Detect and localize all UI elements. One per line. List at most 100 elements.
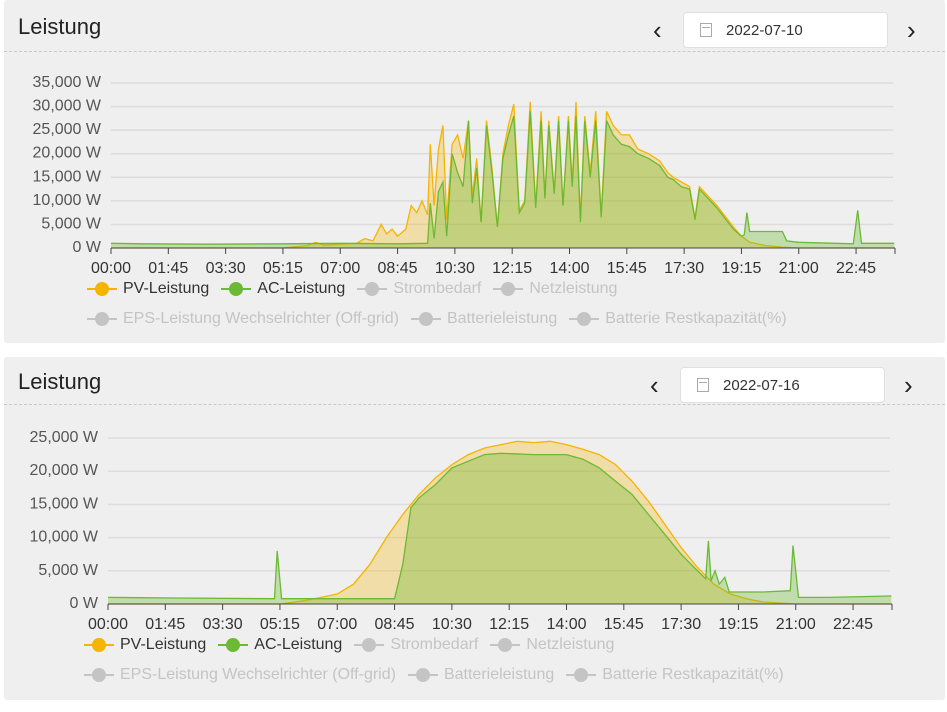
legend-label: Netzleistung [526,636,615,653]
legend-label: EPS-Leistung Wechselrichter (Off-grid) [120,666,396,683]
date-value: 2022-07-10 [726,22,803,39]
y-tick-label: 15,000 W [33,168,102,185]
legend-item[interactable]: Strombedarf [354,636,478,654]
power-chart: 0 W 5,000 W 10,000 W 15,000 W 20,000 W 25,000… [30,429,893,633]
legend-item[interactable]: Batterie Restkapazität(%) [566,666,784,684]
legend-marker-icon [84,637,114,652]
chevron-left-icon[interactable]: ‹ [650,370,659,400]
x-tick-label: 01:45 [145,616,185,633]
legend-item[interactable]: Batterieleistung [410,310,558,328]
series-area-ac [108,453,892,604]
series-area-pv [108,441,892,604]
x-tick-label: 08:45 [375,616,415,633]
legend-label: EPS-Leistung Wechselrichter (Off-grid) [123,310,399,327]
x-tick-label: 21:00 [779,260,819,277]
y-tick-label: 25,000 W [33,121,102,138]
x-tick-label: 10:30 [432,616,472,633]
chevron-right-icon[interactable]: › [904,370,913,400]
legend-item[interactable]: AC-Leistung [221,280,345,298]
x-tick-label: 14:00 [549,260,589,277]
y-tick-label: 10,000 W [33,192,102,209]
legend-item[interactable]: EPS-Leistung Wechselrichter (Off-grid) [87,310,399,328]
panel-title: Leistung [18,369,102,394]
legend-label: PV-Leistung [123,280,210,297]
legend-label: Batterie Restkapazität(%) [602,666,784,683]
legend-marker-icon [84,667,114,682]
y-tick-label: 0 W [73,239,102,256]
x-tick-label: 05:15 [260,616,300,633]
legend-item[interactable]: Netzleistung [490,636,614,654]
chevron-right-icon[interactable]: › [907,15,916,45]
legend-item[interactable]: PV-Leistung [84,636,206,654]
y-tick-label: 20,000 W [30,462,99,479]
legend-marker-icon [490,637,521,652]
divider [4,404,945,405]
x-tick-label: 15:45 [604,616,644,633]
legend-label: AC-Leistung [254,636,343,653]
series-area-pv [111,101,895,249]
x-tick-label: 22:45 [836,260,876,277]
panel-1: Leistung ‹ 2022-07-10 › 0 W 5,000 W 10,000 W 15… [4,0,945,343]
legend-item[interactable]: AC-Leistung [218,636,342,654]
legend-marker-icon [218,637,249,652]
legend-marker-icon [354,637,385,652]
legend: EPS-Leistung Wechselrichter (Off-grid) Ba… [87,310,799,328]
legend-marker-icon [221,281,252,296]
y-tick-label: 15,000 W [30,495,99,512]
legend-item[interactable]: Netzleistung [493,280,617,298]
legend-label: Strombedarf [393,280,482,297]
series-area-ac [111,111,895,248]
legend-marker-icon [566,667,597,682]
x-tick-label: 01:45 [148,260,188,277]
x-tick-label: 03:30 [203,616,243,633]
x-tick-label: 14:00 [546,616,586,633]
panel-2: Leistung ‹ 2022-07-16 › 0 W 5,000 W 10,000 W 15… [4,357,945,700]
x-tick-label: 00:00 [91,260,131,277]
x-tick-label: 08:45 [378,260,418,277]
x-tick-label: 12:15 [492,260,532,277]
legend-item[interactable]: PV-Leistung [87,280,209,298]
y-tick-label: 25,000 W [30,429,99,446]
legend-label: Batterieleistung [443,666,555,683]
legend-marker-icon [493,281,524,296]
date-picker[interactable]: 2022-07-16 [680,367,885,403]
y-tick-label: 10,000 W [30,529,99,546]
legend-label: Batterie Restkapazität(%) [605,310,787,327]
x-tick-label: 22:45 [833,616,873,633]
legend-label: Strombedarf [390,636,479,653]
legend-marker-icon [357,281,388,296]
legend-marker-icon [407,667,438,682]
legend-marker-icon [569,311,600,326]
y-tick-label: 0 W [70,595,99,612]
y-tick-label: 5,000 W [41,215,101,232]
legend-label: AC-Leistung [257,280,346,297]
x-tick-label: 05:15 [263,260,303,277]
chevron-left-icon[interactable]: ‹ [653,15,662,45]
x-tick-label: 15:45 [607,260,647,277]
legend: EPS-Leistung Wechselrichter (Off-grid) Ba… [84,666,796,684]
power-chart: 0 W 5,000 W 10,000 W 15,000 W 20,000 W 25,000… [33,74,896,277]
legend-label: Batterieleistung [446,310,558,327]
y-tick-label: 30,000 W [33,98,102,115]
legend-label: PV-Leistung [120,636,207,653]
x-tick-label: 19:15 [718,616,758,633]
x-tick-label: 21:00 [776,616,816,633]
y-tick-label: 35,000 W [33,74,102,91]
y-tick-label: 5,000 W [38,562,98,579]
legend-label: Netzleistung [529,280,618,297]
legend-item[interactable]: Batterieleistung [407,666,555,684]
x-tick-label: 03:30 [206,260,246,277]
legend-marker-icon [87,311,117,326]
x-tick-label: 00:00 [88,616,128,633]
calendar-icon [700,23,712,37]
x-tick-label: 07:00 [317,616,357,633]
legend-item[interactable]: EPS-Leistung Wechselrichter (Off-grid) [84,666,396,684]
x-tick-label: 07:00 [320,260,360,277]
x-tick-label: 17:30 [664,260,704,277]
legend-marker-icon [410,311,441,326]
date-picker[interactable]: 2022-07-10 [683,12,888,48]
legend-item[interactable]: Batterie Restkapazität(%) [569,310,787,328]
legend-item[interactable]: Strombedarf [357,280,481,298]
date-value: 2022-07-16 [723,377,800,394]
divider [4,51,945,52]
